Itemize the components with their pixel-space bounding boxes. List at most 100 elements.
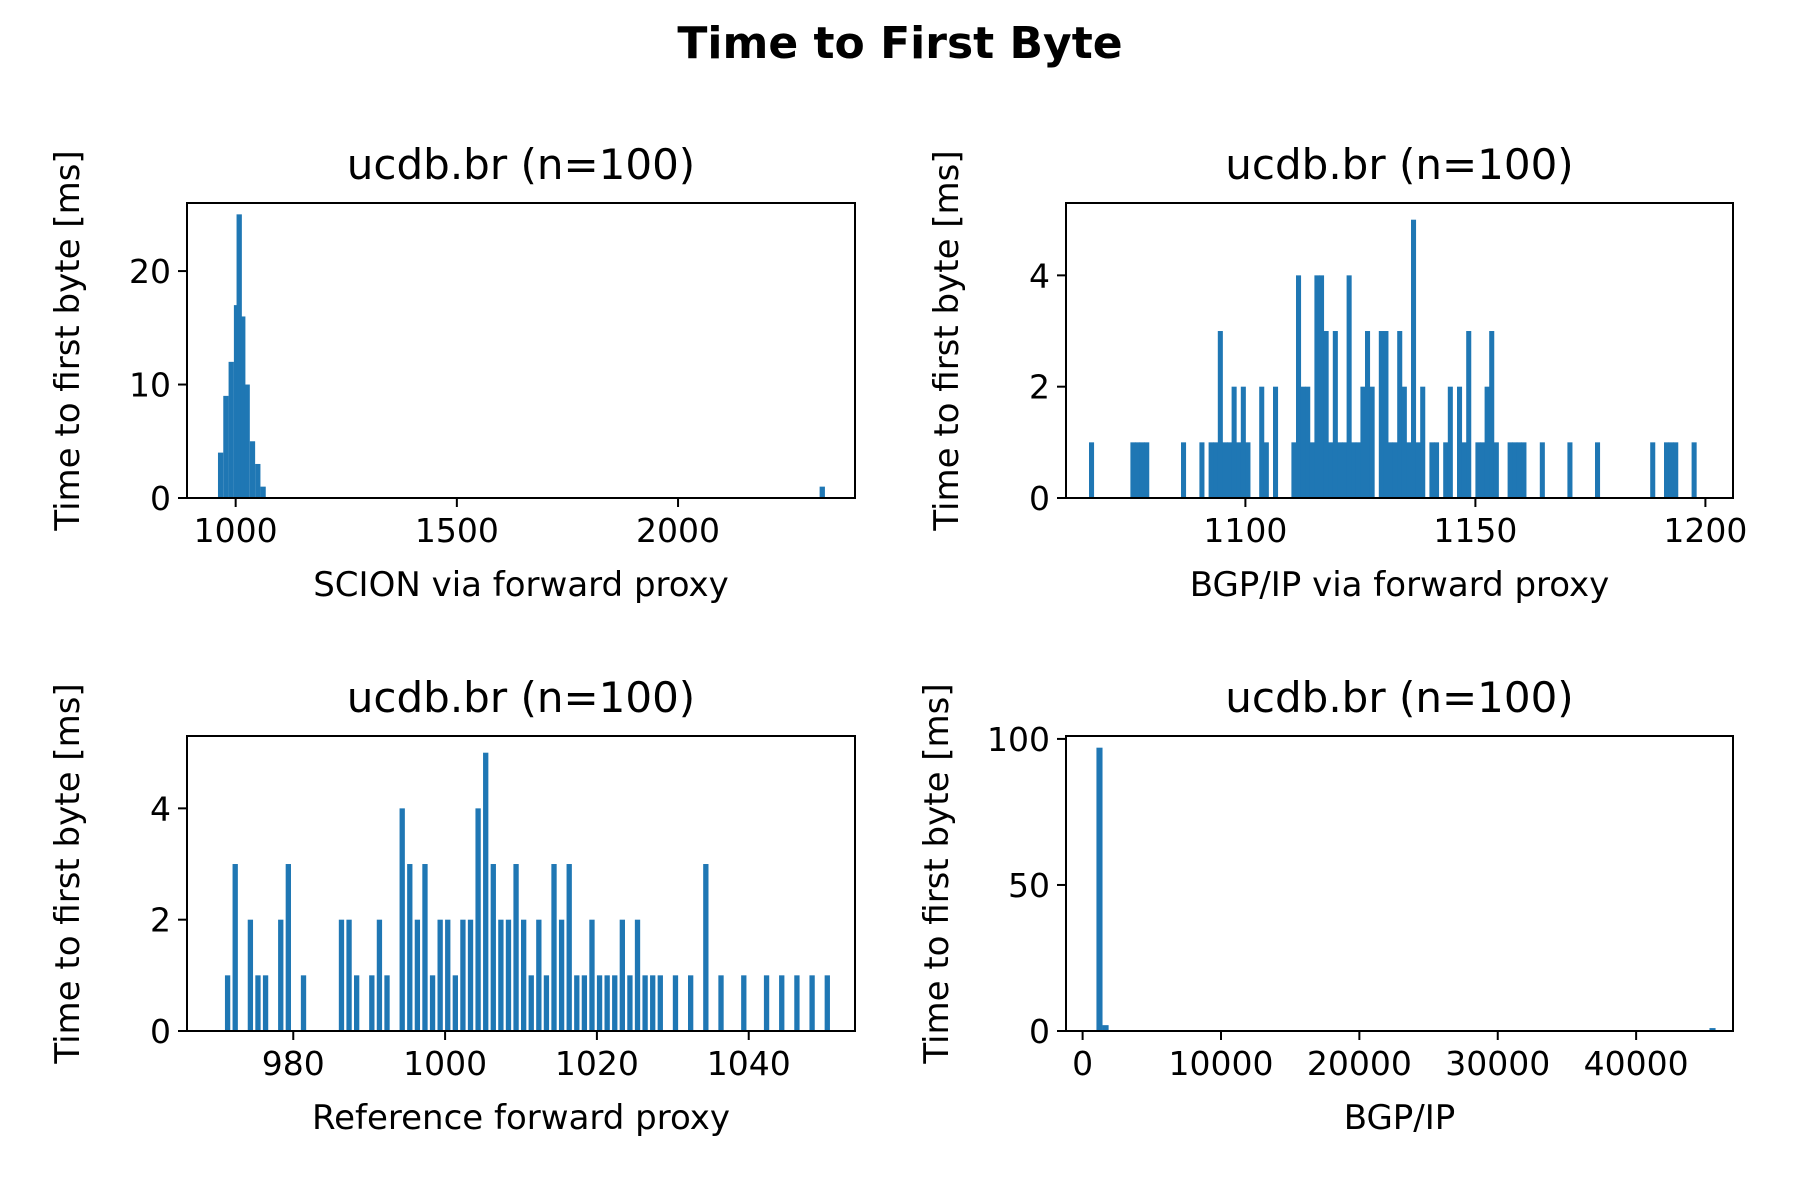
- histogram-bar: [255, 463, 261, 498]
- x-tick-label: 1150: [1433, 511, 1517, 550]
- histogram-bar: [1475, 442, 1481, 498]
- histogram-bar: [589, 919, 595, 1031]
- histogram-bar: [581, 975, 588, 1031]
- subplot-title: ucdb.br (n=100): [1225, 140, 1573, 189]
- histogram-bar: [1411, 219, 1417, 498]
- histogram-bar: [338, 919, 345, 1031]
- histogram-bar: [223, 395, 229, 498]
- histogram-bar: [779, 975, 785, 1031]
- x-tick-label: 1200: [1663, 511, 1747, 550]
- subplot-4: 0 10000 20000 30000 40000 0 50 100 ucdb.br (n=10…: [917, 673, 1734, 1138]
- histogram-bar: [376, 919, 383, 1031]
- histogram-bar: [1388, 442, 1394, 498]
- histogram-bar: [414, 919, 421, 1031]
- histogram-bar: [1305, 386, 1311, 498]
- histogram-bar: [1383, 331, 1389, 498]
- histogram-bar: [1144, 442, 1150, 498]
- y-tick-label: 2: [1029, 368, 1050, 407]
- y-tick-label: 50: [1008, 866, 1050, 905]
- histogram-bar: [718, 975, 724, 1031]
- histogram-bar: [1135, 442, 1141, 498]
- histogram-bar: [1507, 442, 1513, 498]
- histogram-bar: [543, 975, 550, 1031]
- histogram-bar: [1709, 1028, 1716, 1031]
- histogram-bar: [1664, 442, 1670, 498]
- histogram-bar: [1273, 386, 1279, 498]
- histogram-bar: [217, 452, 224, 498]
- axes-frame: [186, 202, 856, 499]
- histogram-bar: [1457, 386, 1463, 498]
- subplot-3: 980 1000 1020 1040 0 2 4 ucdb.br (n=100) Referen…: [48, 673, 856, 1138]
- histogram-bar: [1328, 442, 1334, 498]
- histogram-bar: [244, 384, 250, 498]
- y-tick-label: 4: [150, 789, 171, 828]
- histogram-bar: [1323, 331, 1329, 498]
- histogram-bar: [1309, 442, 1315, 498]
- y-axis-label: Time to first byte [ms]: [48, 150, 88, 531]
- histogram-bar: [422, 864, 428, 1031]
- histogram-bar: [260, 486, 266, 498]
- histogram-bar: [429, 975, 436, 1031]
- histogram-bar: [1222, 442, 1228, 498]
- x-tick-label: 980: [262, 1044, 325, 1083]
- histogram-bar: [247, 919, 254, 1031]
- histogram-bar: [249, 441, 256, 498]
- histogram-bar: [1130, 442, 1136, 498]
- subplot-title: ucdb.br (n=100): [347, 673, 695, 722]
- y-tick-label: 0: [150, 479, 171, 518]
- subplot-1: 1000 1500 2000 0 10 20 ucdb.br (n=100) SCION vi…: [48, 140, 856, 605]
- histogram-bar: [1369, 386, 1375, 498]
- histogram-bar: [1245, 442, 1251, 498]
- histogram-bar: [445, 919, 451, 1031]
- histogram-bar: [794, 975, 800, 1031]
- x-tick-label: 1100: [1203, 511, 1287, 550]
- histogram-bar: [1447, 386, 1453, 498]
- histogram-bar: [1397, 331, 1403, 498]
- histogram-bar: [536, 919, 542, 1031]
- histogram-bar: [1231, 386, 1237, 498]
- histogram-bar: [236, 214, 242, 498]
- x-tick-label: 40000: [1584, 1044, 1689, 1083]
- histogram-bar: [1096, 747, 1103, 1031]
- histogram-bar: [627, 975, 633, 1031]
- histogram-bar: [1512, 442, 1518, 498]
- y-tick-label: 100: [987, 720, 1050, 759]
- histogram-bar: [255, 975, 261, 1031]
- histogram-bar: [498, 919, 504, 1031]
- histogram-bar: [1296, 275, 1302, 498]
- histogram-bar: [1342, 442, 1348, 498]
- x-tick-label: 1020: [555, 1044, 639, 1083]
- histogram-bar: [1102, 1025, 1109, 1031]
- histogram-bar: [1319, 275, 1325, 498]
- histogram-bar: [475, 808, 481, 1031]
- histogram-bar: [1208, 442, 1214, 498]
- histogram-bar: [1355, 442, 1361, 498]
- histogram-bar: [1480, 442, 1486, 498]
- histogram-bar: [1539, 442, 1545, 498]
- x-axis-label: Reference forward proxy: [312, 1098, 730, 1138]
- y-axis-label: Time to first byte [ms]: [48, 683, 88, 1064]
- histogram-bar: [551, 864, 557, 1031]
- y-tick-label: 0: [1029, 479, 1050, 518]
- histogram-bar: [384, 975, 390, 1031]
- histogram-bar: [1227, 442, 1233, 498]
- histogram-bar: [1415, 442, 1421, 498]
- histogram-bar: [1429, 442, 1435, 498]
- histogram-bar: [657, 975, 663, 1031]
- histogram-bar: [1595, 442, 1601, 498]
- axes-frame: [1065, 202, 1734, 499]
- histogram-bar: [490, 864, 496, 1031]
- histogram-bar: [1259, 386, 1265, 498]
- histogram-bar: [619, 919, 625, 1031]
- figure-title: Time to First Byte: [677, 18, 1122, 69]
- histogram-bar: [285, 864, 291, 1031]
- histogram-bar: [262, 975, 269, 1031]
- subplot-title: ucdb.br (n=100): [1225, 673, 1573, 722]
- histogram-bar: [650, 975, 656, 1031]
- histogram-bar: [528, 975, 534, 1031]
- histogram-bar: [1236, 442, 1242, 498]
- x-tick-label: 1000: [403, 1044, 487, 1083]
- histogram-bar: [1351, 442, 1357, 498]
- y-tick-label: 0: [150, 1012, 171, 1051]
- histogram-bar: [634, 919, 641, 1031]
